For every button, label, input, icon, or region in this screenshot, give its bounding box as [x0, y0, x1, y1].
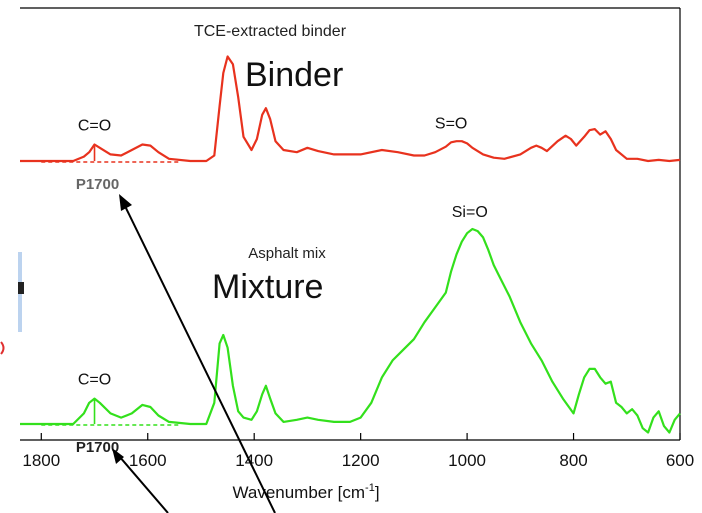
x-tick-label-600: 600	[666, 451, 694, 470]
binder-series-title: TCE-extracted binder	[194, 23, 347, 40]
peak-label-3: C=O	[78, 372, 111, 389]
mix-series-title: Asphalt mix	[248, 245, 326, 262]
binder-big-label: Binder	[245, 56, 343, 94]
x-tick-label-1800: 1800	[22, 451, 60, 470]
series-layer	[20, 55, 681, 434]
x-axis-ticks: 1800 1600 1400 1200 1000 800 600	[22, 433, 694, 470]
arrow-to-mix-p1700	[118, 455, 169, 513]
arrow-head-mix	[112, 448, 124, 464]
peak-label-0: C=O	[78, 118, 111, 135]
left-edge-mark	[18, 282, 24, 294]
annotation-layer: C=O P1700 S=O C=O P1700 Si=O	[41, 115, 488, 456]
p1700-label-0: P1700	[76, 176, 119, 193]
mixture-big-label: Mixture	[212, 268, 323, 306]
arrow-head-binder	[119, 194, 132, 211]
x-tick-label-800: 800	[559, 451, 587, 470]
x-tick-label-1000: 1000	[448, 451, 486, 470]
series-line-0	[20, 55, 681, 163]
arrow-to-binder-p1700	[123, 203, 276, 513]
x-tick-label-1600: 1600	[129, 451, 167, 470]
x-tick-label-1200: 1200	[342, 451, 380, 470]
peak-label-5: Si=O	[452, 204, 488, 221]
left-edge-red-arc	[0, 341, 5, 355]
x-tick-label-1400: 1400	[235, 451, 273, 470]
p1700-label-1: P1700	[76, 439, 119, 456]
series-line-1	[20, 227, 681, 434]
x-axis-label: Wavenumber [cm-1]	[232, 482, 379, 502]
peak-label-2: S=O	[435, 115, 467, 132]
